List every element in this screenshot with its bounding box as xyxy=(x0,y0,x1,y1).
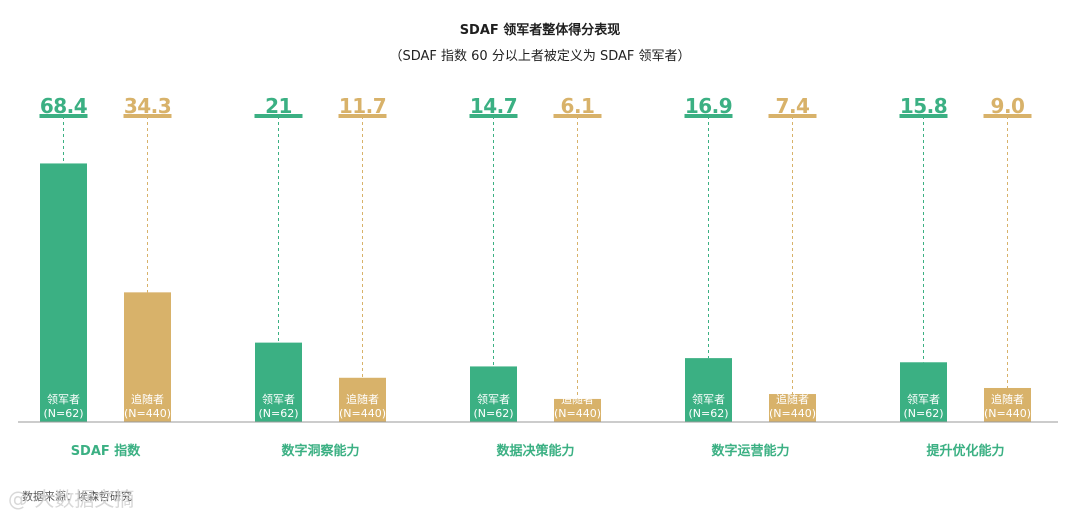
bar-series-label: 领军者 xyxy=(692,393,725,406)
chart-subtitle: （SDAF 指数 60 分以上者被定义为 SDAF 领军者） xyxy=(389,49,690,64)
value-cap xyxy=(469,114,518,118)
bar-sample-label: (N=62) xyxy=(903,407,943,420)
category-label: 数字洞察能力 xyxy=(281,443,359,459)
bar-sample-label: (N=62) xyxy=(473,407,513,420)
bar-sample-label: (N=440) xyxy=(554,407,601,420)
bar-series-label: 追随者 xyxy=(346,392,379,406)
data-label: 68.4 xyxy=(40,94,87,118)
bar-series-label: 追随者 xyxy=(561,392,594,406)
category-label: SDAF 指数 xyxy=(71,443,142,459)
data-label: 9.0 xyxy=(991,94,1025,118)
bar-series-label: 领军者 xyxy=(47,393,80,406)
value-cap xyxy=(684,114,733,118)
source-note: 数据来源：埃森哲研究 xyxy=(22,489,132,503)
bar xyxy=(685,358,732,422)
bar xyxy=(124,292,171,422)
data-label: 34.3 xyxy=(124,94,171,118)
bar xyxy=(339,377,386,422)
data-label: 11.7 xyxy=(339,94,386,118)
value-cap xyxy=(39,114,88,118)
category-label: 数据决策能力 xyxy=(496,443,574,459)
category-label: 数字运营能力 xyxy=(711,443,789,459)
value-cap xyxy=(553,114,602,118)
data-label: 14.7 xyxy=(470,94,517,118)
bar-series-label: 领军者 xyxy=(262,393,295,406)
data-label: 6.1 xyxy=(561,94,595,118)
bar xyxy=(900,362,947,422)
value-cap xyxy=(123,114,172,118)
chart-title: SDAF 领军者整体得分表现 xyxy=(460,22,621,38)
value-cap xyxy=(254,114,303,118)
bar-sample-label: (N=440) xyxy=(984,407,1031,420)
bar-sample-label: (N=440) xyxy=(769,407,816,420)
bar-sample-label: (N=62) xyxy=(258,407,298,420)
data-label: 7.4 xyxy=(776,94,810,118)
bar-series-label: 追随者 xyxy=(776,392,809,406)
data-label: 21 xyxy=(265,94,292,118)
bar xyxy=(554,398,601,422)
watermark: @ 大数据文摘 xyxy=(8,487,134,511)
bar-sample-label: (N=440) xyxy=(124,407,171,420)
bar xyxy=(769,394,816,422)
bar-series-label: 追随者 xyxy=(131,392,164,406)
data-label: 15.8 xyxy=(900,94,947,118)
value-cap xyxy=(768,114,817,118)
bar xyxy=(984,387,1031,422)
category-label: 提升优化能力 xyxy=(926,443,1004,459)
bar-series-label: 领军者 xyxy=(477,393,510,406)
bar-sample-label: (N=440) xyxy=(339,407,386,420)
bar xyxy=(470,366,517,422)
bar-series-label: 追随者 xyxy=(991,392,1024,406)
value-cap xyxy=(338,114,387,118)
value-cap xyxy=(983,114,1032,118)
bar-series-label: 领军者 xyxy=(907,393,940,406)
data-label: 16.9 xyxy=(685,94,732,118)
bar xyxy=(255,342,302,422)
bar xyxy=(40,163,87,422)
value-cap xyxy=(899,114,948,118)
bar-sample-label: (N=62) xyxy=(43,407,83,420)
bar-sample-label: (N=62) xyxy=(688,407,728,420)
